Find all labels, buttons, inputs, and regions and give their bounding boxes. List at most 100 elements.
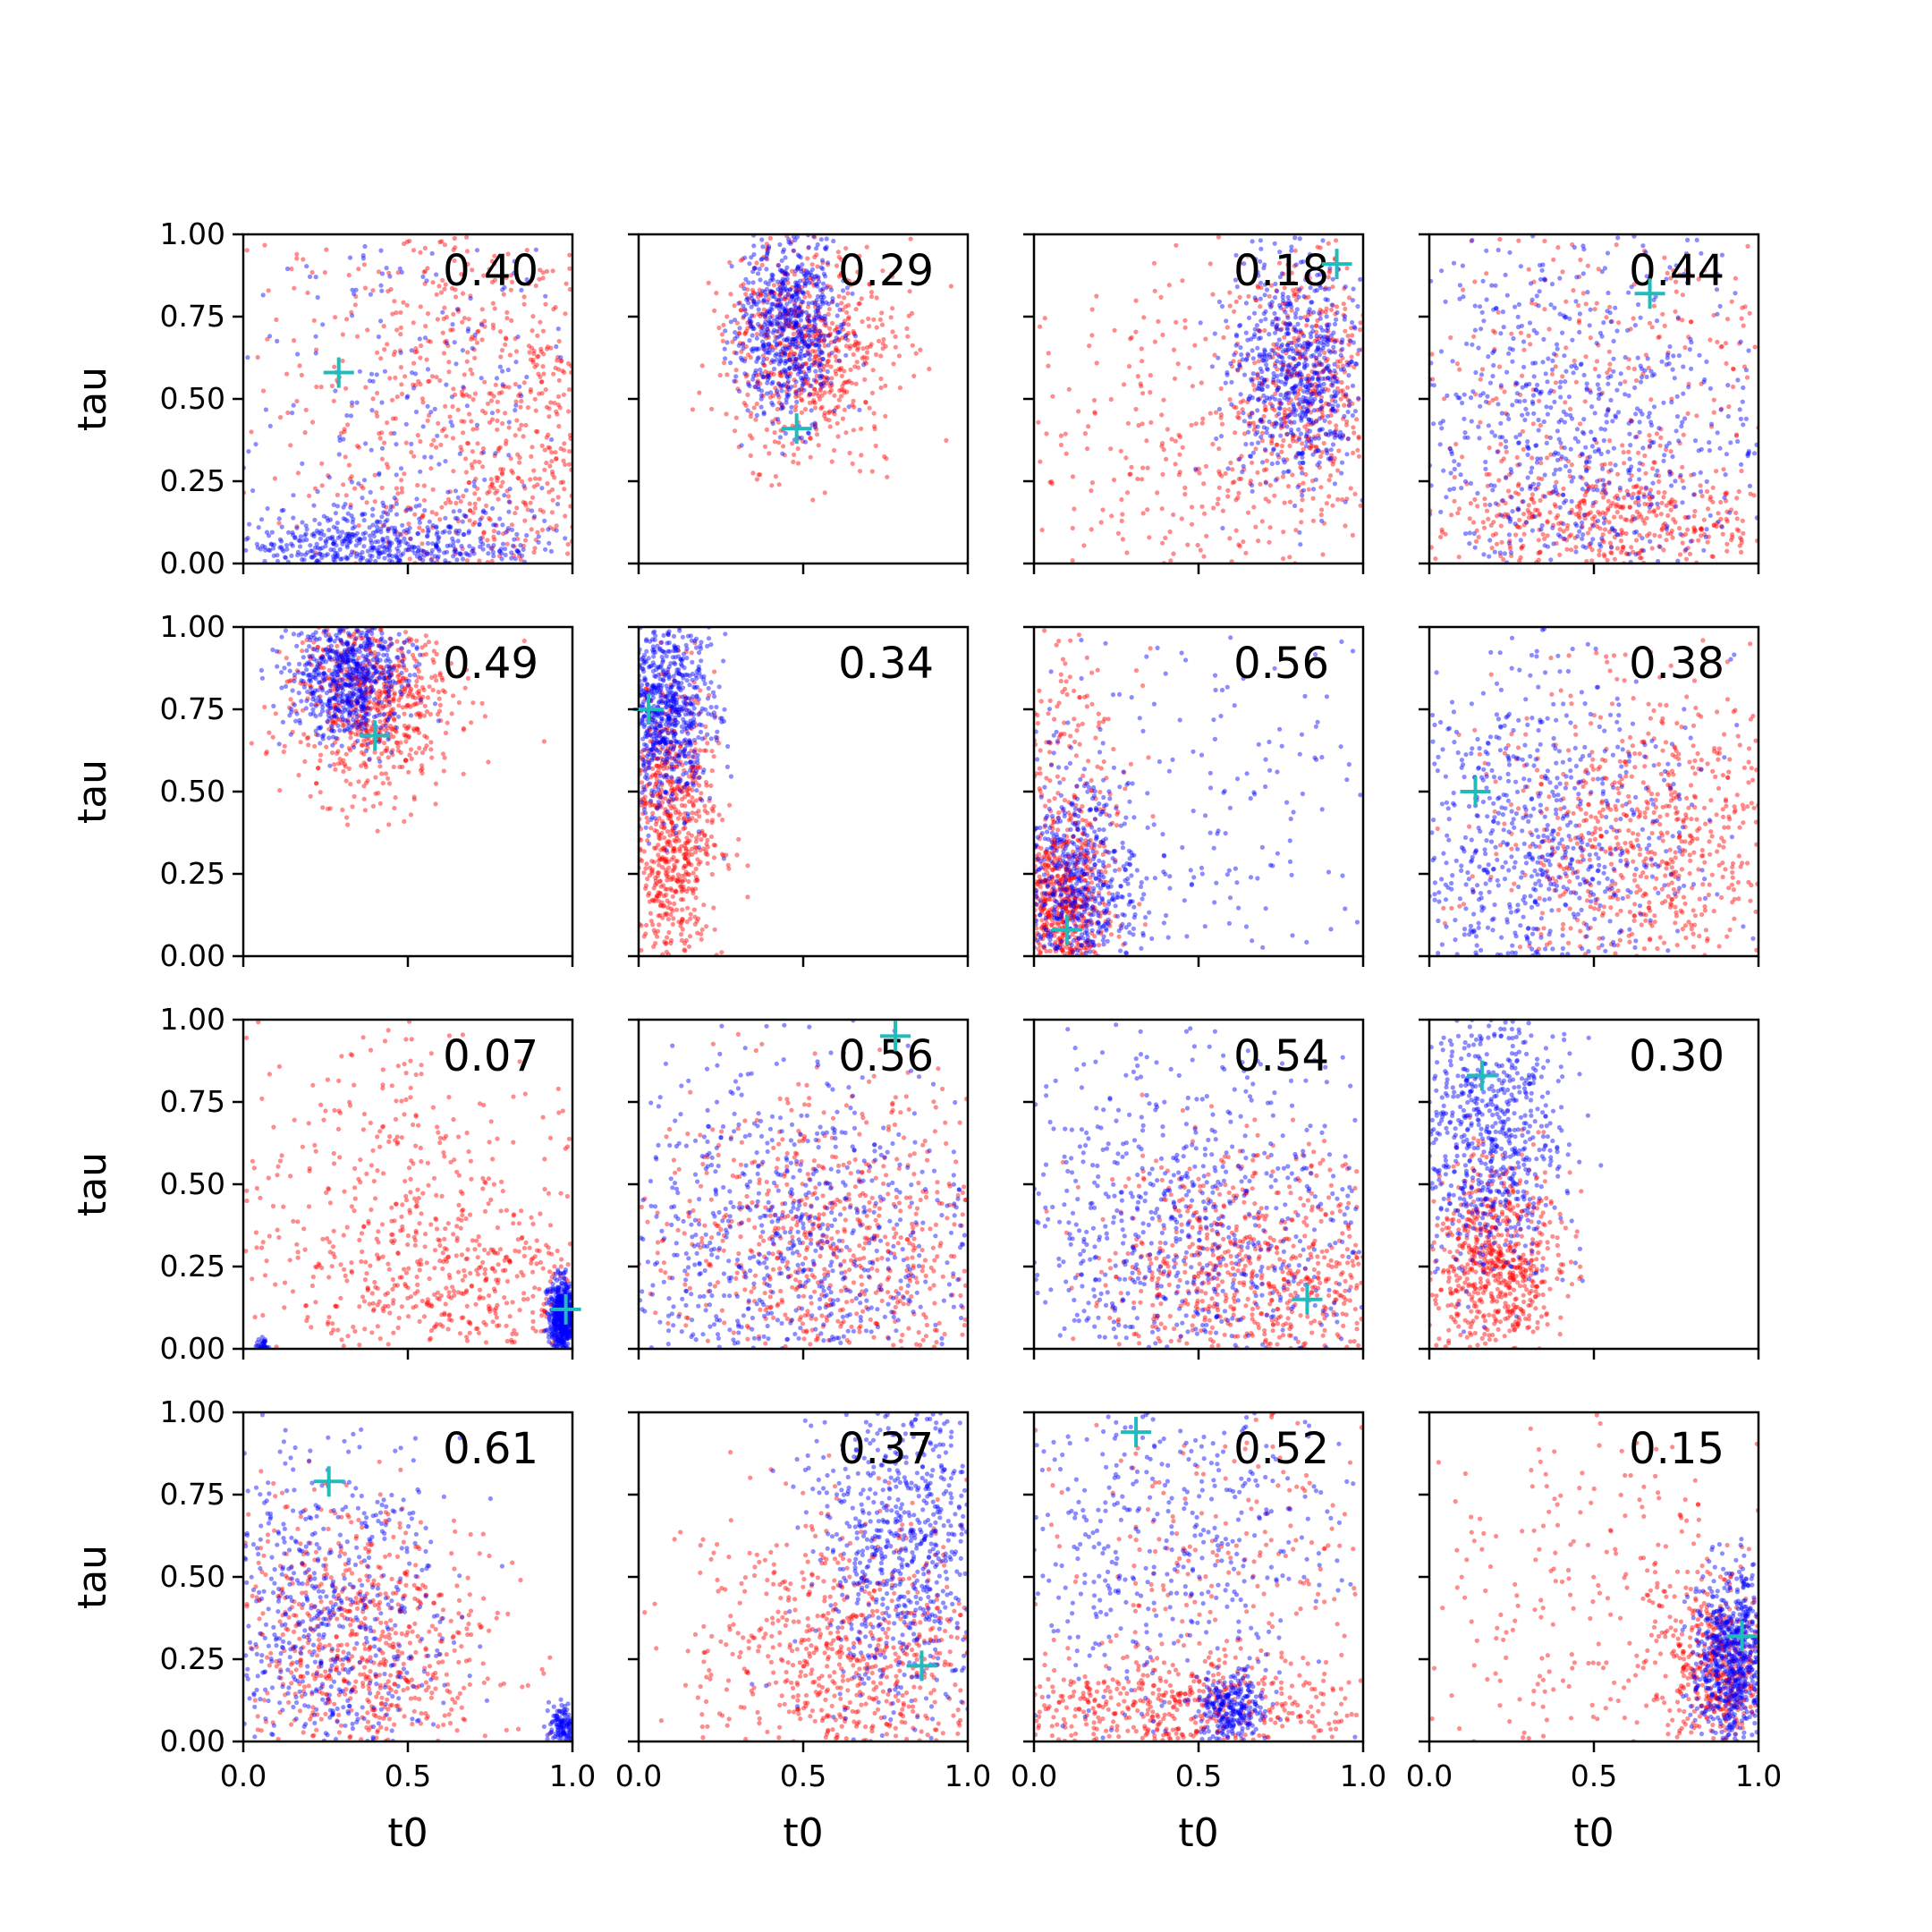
point-red [1216, 234, 1222, 240]
point-red [505, 251, 511, 257]
point-blue [1318, 348, 1324, 353]
point-blue [800, 334, 805, 339]
point-red [1274, 317, 1279, 322]
point-blue [271, 542, 277, 547]
point-blue [1603, 491, 1608, 496]
point-blue [349, 479, 354, 485]
point-blue [1319, 518, 1325, 523]
point-red [808, 275, 813, 281]
point-red [489, 279, 496, 285]
point-blue [803, 309, 809, 315]
point-red [761, 307, 767, 312]
point-blue [301, 557, 307, 563]
point-blue [1260, 352, 1267, 357]
point-blue [1287, 390, 1292, 396]
point-blue [510, 543, 516, 548]
point-blue [539, 486, 545, 491]
point-blue [779, 267, 784, 274]
point-red [1352, 364, 1357, 369]
point-red [792, 307, 798, 312]
point-red [1355, 447, 1360, 453]
point-red [1603, 489, 1608, 496]
point-red [755, 381, 760, 386]
point-blue [1309, 335, 1314, 340]
point-red [1287, 369, 1292, 375]
point-blue [780, 451, 785, 456]
point-red [776, 394, 782, 400]
point-blue [1672, 376, 1677, 381]
point-red [1210, 292, 1216, 297]
point-blue [1584, 387, 1589, 393]
point-blue [1316, 345, 1321, 352]
point-red [1649, 546, 1655, 551]
point-red [1119, 518, 1124, 524]
point-red [1476, 534, 1481, 540]
point-blue [1538, 276, 1544, 282]
point-blue [1563, 498, 1569, 504]
point-red [1272, 407, 1277, 412]
point-red [451, 311, 456, 317]
point-red [426, 338, 431, 343]
point-blue [1258, 246, 1264, 251]
point-red [453, 392, 458, 397]
point-blue [436, 535, 442, 540]
point-blue [807, 357, 812, 362]
point-red [1733, 432, 1740, 437]
point-red [562, 441, 567, 446]
point-blue [284, 547, 290, 552]
point-red [1650, 466, 1656, 471]
point-red [1285, 484, 1292, 489]
point-red [1046, 363, 1051, 369]
point-red [445, 343, 451, 349]
point-red [517, 554, 522, 559]
point-blue [1332, 389, 1337, 394]
point-red [871, 317, 877, 322]
point-red [545, 346, 550, 352]
point-blue [1305, 400, 1311, 405]
point-red [817, 364, 822, 370]
point-red [1293, 297, 1300, 302]
point-blue [791, 248, 796, 253]
point-blue [809, 300, 816, 306]
point-red [1596, 267, 1601, 272]
point-blue [379, 549, 386, 555]
point-red [834, 371, 839, 377]
point-blue [1310, 487, 1317, 492]
point-blue [1592, 411, 1597, 416]
point-red [1195, 542, 1200, 548]
point-red [544, 435, 549, 440]
point-red [944, 437, 949, 443]
point-blue [812, 328, 818, 334]
point-red [1275, 476, 1280, 481]
point-red [1228, 460, 1233, 466]
point-blue [785, 335, 791, 341]
point-blue [415, 531, 420, 537]
point-red [1334, 338, 1340, 343]
point-blue [1301, 341, 1308, 346]
point-blue [1258, 238, 1263, 243]
point-blue [1515, 505, 1521, 512]
point-red [492, 261, 497, 267]
point-red [458, 499, 463, 504]
point-blue [746, 382, 751, 387]
point-blue [435, 555, 440, 561]
point-blue [281, 548, 286, 554]
point-red [536, 353, 541, 359]
point-red [801, 337, 807, 343]
point-red [506, 425, 512, 430]
point-blue [1674, 394, 1680, 399]
point-blue [775, 392, 781, 397]
point-red [422, 268, 428, 274]
point-blue [1297, 461, 1302, 466]
point-blue [496, 530, 501, 536]
point-red [1521, 522, 1527, 528]
point-red [1561, 536, 1566, 542]
point-red [1294, 371, 1300, 377]
point-blue [769, 381, 775, 386]
point-red [441, 351, 447, 356]
point-red [393, 349, 398, 354]
point-red [467, 518, 472, 523]
point-blue [425, 367, 431, 372]
point-red [379, 485, 385, 491]
point-blue [335, 529, 341, 535]
